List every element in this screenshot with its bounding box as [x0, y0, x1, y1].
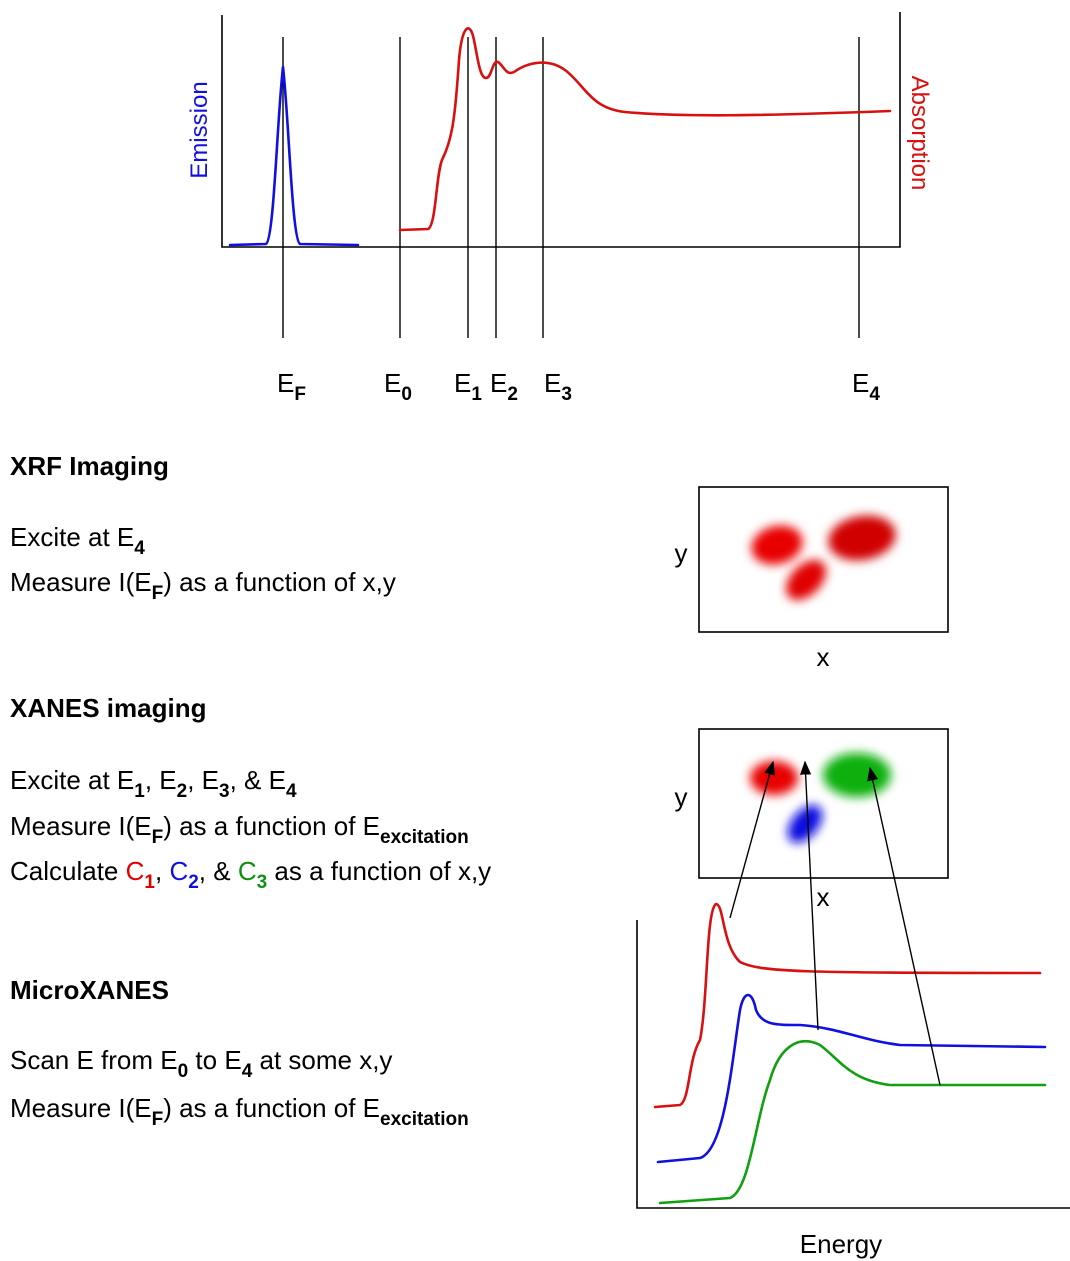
section-title: XRF Imaging: [10, 451, 169, 481]
marker-sub: 1: [471, 384, 482, 405]
spectrum-blue: [658, 995, 1045, 1162]
subscript: 3: [219, 781, 230, 802]
marker-label: E0: [384, 368, 412, 405]
absorption-label: Absorption: [906, 76, 933, 191]
spectrum-red: [655, 904, 1040, 1107]
spectrum-green: [660, 1041, 1045, 1203]
marker-label: E1: [454, 368, 482, 405]
text-run: Measure I(E: [10, 1093, 152, 1123]
section-line: Measure I(EF) as a function of Eexcitati…: [10, 1093, 469, 1130]
subscript: 3: [257, 872, 268, 893]
figure: Emission Absorption EFE0E1E2E3E4 XRF Ima…: [0, 0, 1070, 1261]
text-run: Excite at E: [10, 522, 134, 552]
marker-label: EF: [277, 368, 306, 405]
text-run: Calculate: [10, 856, 126, 886]
subscript: 1: [144, 872, 155, 893]
section-line: Scan E from E0 to E4 at some x,y: [10, 1045, 392, 1082]
subscript: 2: [177, 781, 188, 802]
text-run: to E: [188, 1045, 241, 1075]
section-title: XANES imaging: [10, 693, 206, 723]
text-run: as a function of x,y: [267, 856, 491, 886]
section-line: Excite at E1, E2, E3, & E4: [10, 765, 297, 802]
text-run: C: [238, 856, 257, 886]
xanes-map-frame: [699, 729, 948, 878]
subscript: 0: [178, 1061, 189, 1082]
subscript: 2: [188, 872, 199, 893]
section-line: Calculate C1, C2, & C3 as a function of …: [10, 856, 491, 893]
text-run: ,: [155, 856, 169, 886]
text-run: ) as a function of x,y: [163, 567, 396, 597]
text-run: ) as a function of E: [163, 811, 380, 841]
text-run: at some x,y: [252, 1045, 392, 1075]
text-run: Measure I(E: [10, 811, 152, 841]
marker-sub: 2: [507, 384, 518, 405]
subscript: F: [152, 583, 164, 604]
subscript: 4: [134, 538, 145, 559]
micro-axes: [637, 920, 1070, 1208]
energy-label: Energy: [800, 1229, 882, 1259]
marker-base: E: [852, 368, 869, 398]
subscript: F: [152, 827, 164, 848]
xrf-map-frame: [699, 487, 948, 632]
marker-base: E: [544, 368, 561, 398]
section-title: MicroXANES: [10, 975, 169, 1005]
text-run: C: [126, 856, 145, 886]
blob: [750, 761, 798, 795]
text-run: , & E: [230, 765, 286, 795]
text-run: , E: [187, 765, 219, 795]
text-run: Excite at E: [10, 765, 134, 795]
blob: [823, 753, 891, 797]
subscript: F: [152, 1109, 164, 1130]
x-label: x: [817, 882, 830, 912]
marker-base: E: [490, 368, 507, 398]
emission-label: Emission: [186, 81, 213, 178]
text-run: Scan E from E: [10, 1045, 178, 1075]
marker-sub: 0: [401, 384, 412, 405]
subscript: 1: [134, 781, 145, 802]
y-label: y: [675, 782, 688, 812]
marker-base: E: [277, 368, 294, 398]
marker-base: E: [384, 368, 401, 398]
subscript: excitation: [380, 827, 469, 848]
section-line: Excite at E4: [10, 522, 145, 559]
marker-lines: [283, 37, 859, 338]
text-run: , E: [145, 765, 177, 795]
marker-label: E4: [852, 368, 880, 405]
section-line: Measure I(EF) as a function of x,y: [10, 567, 396, 604]
absorption-curve: [400, 28, 890, 230]
section-line: Measure I(EF) as a function of Eexcitati…: [10, 811, 469, 848]
marker-label: E3: [544, 368, 572, 405]
subscript: 4: [242, 1061, 253, 1082]
marker-sub: 4: [869, 384, 880, 405]
x-label: x: [817, 642, 830, 672]
text-run: C: [169, 856, 188, 886]
spectrum-axes: [222, 12, 900, 247]
page: {"spectrum": { "left_axis_label": "Emiss…: [0, 0, 1070, 1261]
subscript: excitation: [380, 1109, 469, 1130]
y-label: y: [675, 538, 688, 568]
marker-sub: 3: [561, 384, 572, 405]
text-run: , &: [199, 856, 238, 886]
text-run: Measure I(E: [10, 567, 152, 597]
subscript: 4: [286, 781, 297, 802]
marker-sub: F: [294, 384, 306, 405]
marker-label: E2: [490, 368, 518, 405]
emission-curve: [230, 67, 358, 245]
marker-base: E: [454, 368, 471, 398]
text-run: ) as a function of E: [163, 1093, 380, 1123]
